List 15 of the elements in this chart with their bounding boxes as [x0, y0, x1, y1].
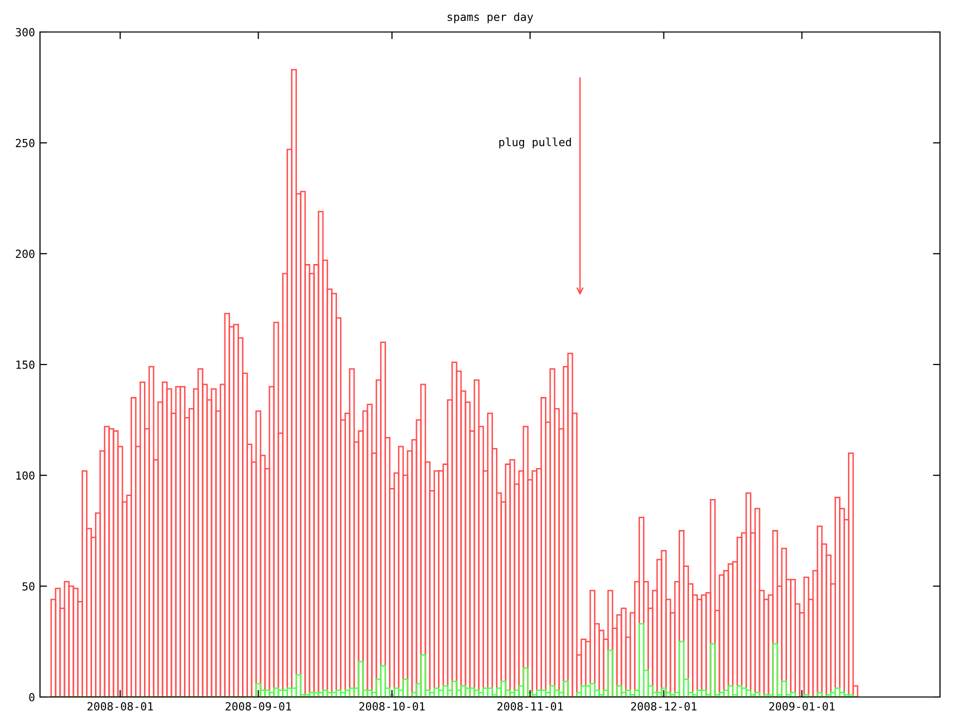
x-tick-label: 2008-12-01	[631, 702, 696, 711]
chart-title: spams per day	[448, 12, 534, 24]
y-tick-label: 100	[16, 471, 34, 480]
x-tick-label: 2008-08-01	[88, 702, 153, 711]
x-tick-label: 2008-09-01	[226, 702, 292, 711]
y-tick-label: 150	[16, 360, 34, 369]
y-tick-label: 0	[29, 693, 34, 702]
x-tick-label: 2009-01-01	[769, 702, 835, 711]
x-tick-label: 2008-11-01	[497, 702, 563, 711]
annotation: plug pulled	[499, 138, 571, 148]
y-tick-label: 300	[16, 28, 34, 36]
y-tick-label: 200	[16, 250, 34, 258]
y-tick-label: 50	[22, 582, 34, 591]
x-tick-label: 2008-10-01	[359, 702, 425, 711]
y-tick-label: 250	[16, 138, 34, 148]
